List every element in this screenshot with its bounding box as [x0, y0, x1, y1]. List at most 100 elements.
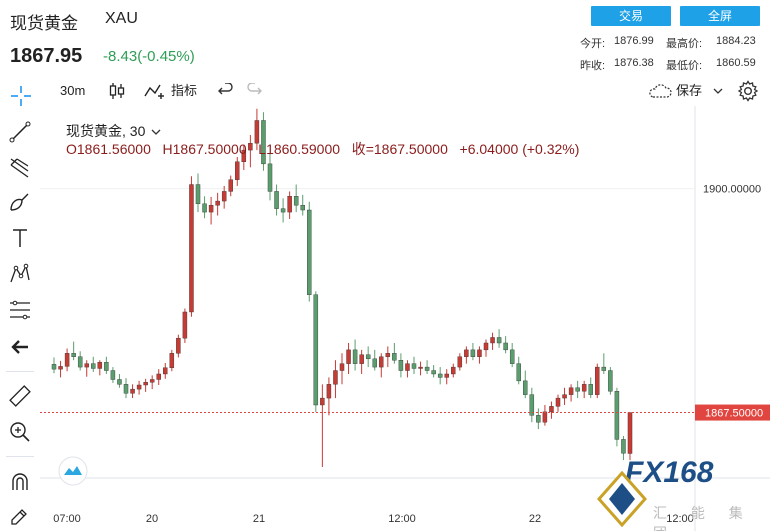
candle-body: [202, 203, 207, 213]
fx168-chinese-watermark: 汇 能 集 团: [653, 505, 753, 531]
candle-body: [97, 362, 103, 369]
candle-body: [523, 380, 528, 395]
redo-icon[interactable]: [246, 83, 262, 99]
candle-body: [221, 191, 227, 202]
candle-body: [287, 196, 292, 213]
candle-body: [372, 358, 377, 368]
lock-drawing-icon[interactable]: [8, 504, 32, 528]
chart-legend-title: 现货黄金, 30: [66, 121, 161, 141]
candle-body: [64, 353, 70, 367]
chevron-down-icon[interactable]: [151, 128, 161, 136]
candle-body: [117, 379, 122, 385]
pattern-icon[interactable]: [8, 262, 32, 286]
candle-body: [261, 120, 266, 165]
brush-icon[interactable]: [8, 190, 32, 214]
legend-low: L1860.59000: [258, 141, 341, 157]
low-label: 最低价:: [666, 60, 703, 72]
candle-body: [215, 200, 220, 206]
open-label: 今开:: [580, 38, 606, 50]
settings-gear-icon[interactable]: [737, 80, 759, 102]
zoom-in-icon[interactable]: [8, 420, 32, 444]
current-price-label: 1867.50000: [705, 408, 763, 420]
candle-body: [248, 143, 253, 151]
ohlc-legend: O1861.56000 H1867.50000 L1860.59000 收=18…: [66, 139, 579, 159]
low-value: 1860.59: [716, 57, 756, 69]
pitchfork-icon[interactable]: [8, 156, 32, 180]
candle-body: [595, 366, 600, 395]
candle-body: [169, 353, 175, 368]
candle-body: [143, 382, 148, 386]
candle-body: [326, 384, 332, 399]
candle-body: [516, 363, 521, 382]
trend-line-icon[interactable]: [8, 120, 32, 144]
last-price: 1867.95: [10, 45, 83, 67]
candle-body: [339, 363, 345, 371]
candle-body: [77, 356, 83, 368]
candle-body: [437, 373, 443, 378]
candle-body: [549, 406, 554, 413]
candle-body: [562, 394, 567, 399]
undo-icon[interactable]: [218, 83, 234, 99]
back-arrow-icon[interactable]: [8, 335, 32, 359]
chart-area[interactable]: 1867.50000 07:00 20 21 12:00 22 12:00 1900.00…: [40, 106, 770, 531]
legend-close: 收=1867.50000: [351, 141, 448, 157]
tradingview-logo-icon[interactable]: [58, 456, 88, 486]
fx168-watermark: FX168: [625, 456, 714, 489]
candle-body: [254, 120, 260, 144]
candle-body: [110, 370, 116, 380]
candle-body: [536, 415, 541, 423]
interval-button[interactable]: 30m: [60, 83, 86, 98]
candle-body: [300, 204, 305, 211]
candle-body: [352, 349, 358, 364]
ruler-icon[interactable]: [8, 384, 32, 408]
price-change: -8.43(-0.45%): [103, 48, 195, 65]
candle-body: [182, 311, 188, 339]
indicators-icon[interactable]: [144, 82, 166, 100]
x-tick-label: 22: [529, 513, 541, 525]
candle-body: [405, 363, 410, 371]
candle-body: [529, 394, 535, 416]
candlestick-chart[interactable]: 1867.50000 07:00 20 21 12:00 22 12:00 1900.00…: [40, 106, 770, 531]
trade-button[interactable]: 交易: [591, 6, 671, 26]
quote-header: 现货黄金 XAU 1867.95 -8.43(-0.45%) 交易 全屏 今开:…: [0, 0, 770, 76]
x-tick-label: 12:00: [388, 513, 416, 525]
fib-retracement-icon[interactable]: [8, 298, 32, 322]
text-tool-icon[interactable]: [8, 226, 32, 250]
candle-body: [313, 294, 319, 406]
candle-body: [608, 370, 613, 392]
candle-body: [418, 366, 423, 369]
toolbar-divider: [6, 456, 34, 457]
candle-body: [156, 373, 161, 380]
candle-body: [581, 384, 587, 392]
candle-body: [208, 204, 214, 213]
candle-body: [451, 366, 456, 375]
high-value: 1884.23: [716, 35, 756, 47]
open-value: 1876.99: [614, 35, 654, 47]
candle-body: [235, 161, 240, 180]
cloud-icon[interactable]: [647, 83, 673, 99]
candle-body: [568, 387, 574, 395]
prev-close-label: 昨收:: [580, 60, 606, 72]
current-price-label-bg: [695, 404, 770, 421]
candle-body: [84, 363, 89, 368]
candle-body: [555, 397, 561, 407]
candle-body: [307, 209, 312, 295]
candle-body: [176, 337, 181, 354]
y-tick-label: 1900.00000: [703, 184, 761, 196]
magnet-icon[interactable]: [8, 470, 32, 494]
candle-body: [424, 366, 430, 371]
crosshair-icon[interactable]: [9, 84, 33, 108]
candle-body: [149, 379, 155, 383]
candles-style-icon[interactable]: [108, 82, 126, 100]
candle-body: [228, 179, 233, 192]
fullscreen-button[interactable]: 全屏: [680, 6, 760, 26]
candle-body: [91, 363, 96, 369]
candle-body: [241, 149, 247, 163]
chevron-down-icon[interactable]: [713, 87, 723, 95]
save-button[interactable]: 保存: [676, 83, 703, 98]
candle-body: [575, 387, 580, 392]
candle-body: [163, 367, 168, 375]
indicators-button[interactable]: 指标: [171, 83, 198, 98]
candle-body: [280, 208, 286, 213]
legend-high: H1867.50000: [162, 141, 247, 157]
